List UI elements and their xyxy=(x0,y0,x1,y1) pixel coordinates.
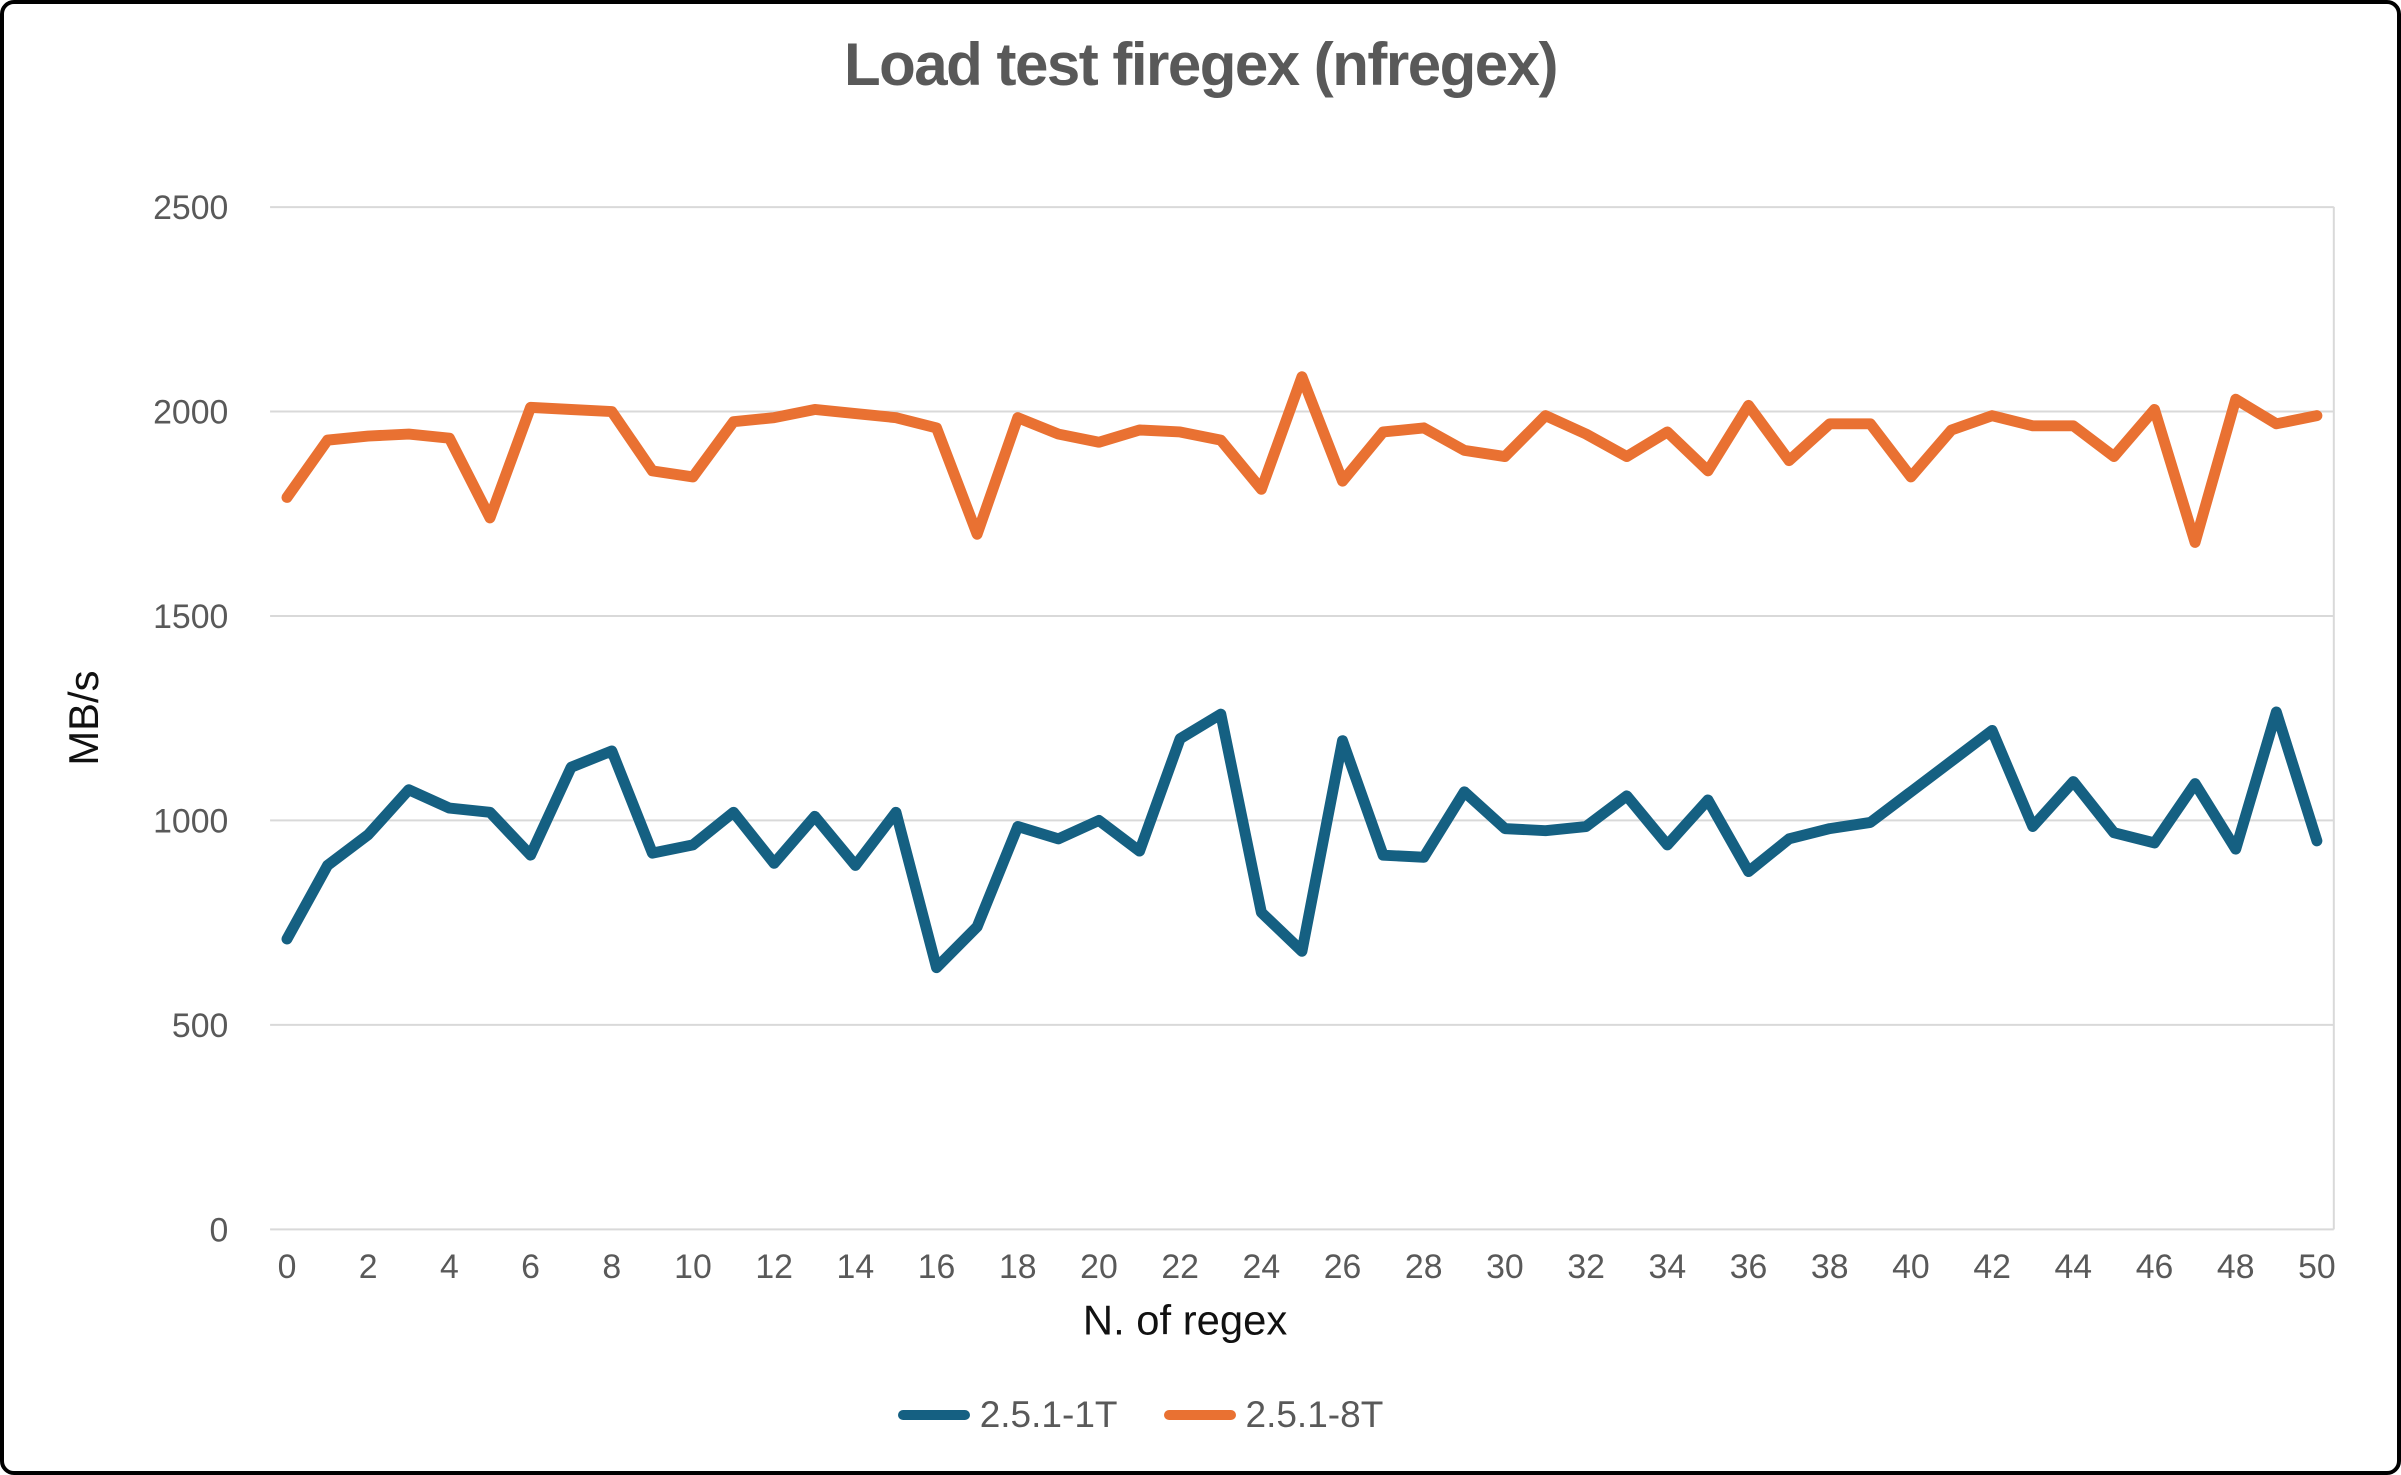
x-tick-label-26: 26 xyxy=(1324,1248,1362,1286)
x-tick-label-38: 38 xyxy=(1811,1248,1849,1286)
legend-label-2.5.1-1T: 2.5.1-1T xyxy=(979,1394,1118,1435)
x-tick-label-22: 22 xyxy=(1161,1248,1199,1286)
legend-label-2.5.1-8T: 2.5.1-8T xyxy=(1245,1394,1384,1435)
x-tick-label-34: 34 xyxy=(1649,1248,1687,1286)
x-axis-tick-labels: 0 2 4 6 8 10 12 14 16 18 20 22 24 26 28 30 32 34 36 38 40 42 4… xyxy=(278,1248,2336,1286)
legend: 2.5.1-1T 2.5.1-8T xyxy=(4,1388,2337,1442)
x-tick-label-36: 36 xyxy=(1730,1248,1768,1286)
x-tick-label-2: 2 xyxy=(359,1248,378,1286)
x-tick-label-30: 30 xyxy=(1486,1248,1524,1286)
legend-item-2.5.1-1T: 2.5.1-1T xyxy=(897,1394,1118,1436)
y-tick-label-1000: 1000 xyxy=(153,802,228,840)
y-tick-label-2000: 2000 xyxy=(153,393,228,431)
x-axis-title: N. of regex xyxy=(1083,1297,1287,1344)
x-tick-label-24: 24 xyxy=(1243,1248,1281,1286)
x-tick-label-14: 14 xyxy=(837,1248,875,1286)
y-tick-label-2500: 2500 xyxy=(153,189,228,227)
x-tick-label-10: 10 xyxy=(674,1248,712,1286)
x-tick-label-28: 28 xyxy=(1405,1248,1443,1286)
x-tick-label-32: 32 xyxy=(1567,1248,1605,1286)
gridlines xyxy=(270,206,2335,1231)
series-lines xyxy=(281,371,2323,974)
x-tick-label-44: 44 xyxy=(2055,1248,2093,1286)
y-tick-label-0: 0 xyxy=(210,1211,229,1249)
x-tick-label-12: 12 xyxy=(755,1248,793,1286)
x-tick-label-48: 48 xyxy=(2217,1248,2255,1286)
x-tick-label-4: 4 xyxy=(440,1248,459,1286)
x-tick-label-8: 8 xyxy=(602,1248,621,1286)
series-line-2.5.1-8T xyxy=(281,371,2323,548)
x-tick-label-16: 16 xyxy=(918,1248,956,1286)
x-tick-label-40: 40 xyxy=(1892,1248,1930,1286)
x-tick-label-46: 46 xyxy=(2136,1248,2174,1286)
x-tick-label-50: 50 xyxy=(2298,1248,2336,1286)
y-tick-label-500: 500 xyxy=(172,1007,228,1045)
legend-swatch-2.5.1-1T xyxy=(897,1410,970,1420)
x-tick-label-6: 6 xyxy=(521,1248,540,1286)
y-tick-label-1500: 1500 xyxy=(153,598,228,636)
x-tick-label-42: 42 xyxy=(1973,1248,2011,1286)
x-tick-label-0: 0 xyxy=(278,1248,297,1286)
legend-item-2.5.1-8T: 2.5.1-8T xyxy=(1163,1394,1384,1436)
x-tick-label-18: 18 xyxy=(999,1248,1037,1286)
chart-title: Load test firegex (nfregex) xyxy=(844,31,1559,98)
legend-swatch-2.5.1-8T xyxy=(1163,1410,1236,1420)
y-axis-tick-labels: 0 500 1000 1500 2000 2500 xyxy=(153,189,228,1249)
series-line-2.5.1-1T xyxy=(281,706,2323,974)
x-tick-label-20: 20 xyxy=(1080,1248,1118,1286)
y-axis-title: MB/s xyxy=(60,671,107,766)
